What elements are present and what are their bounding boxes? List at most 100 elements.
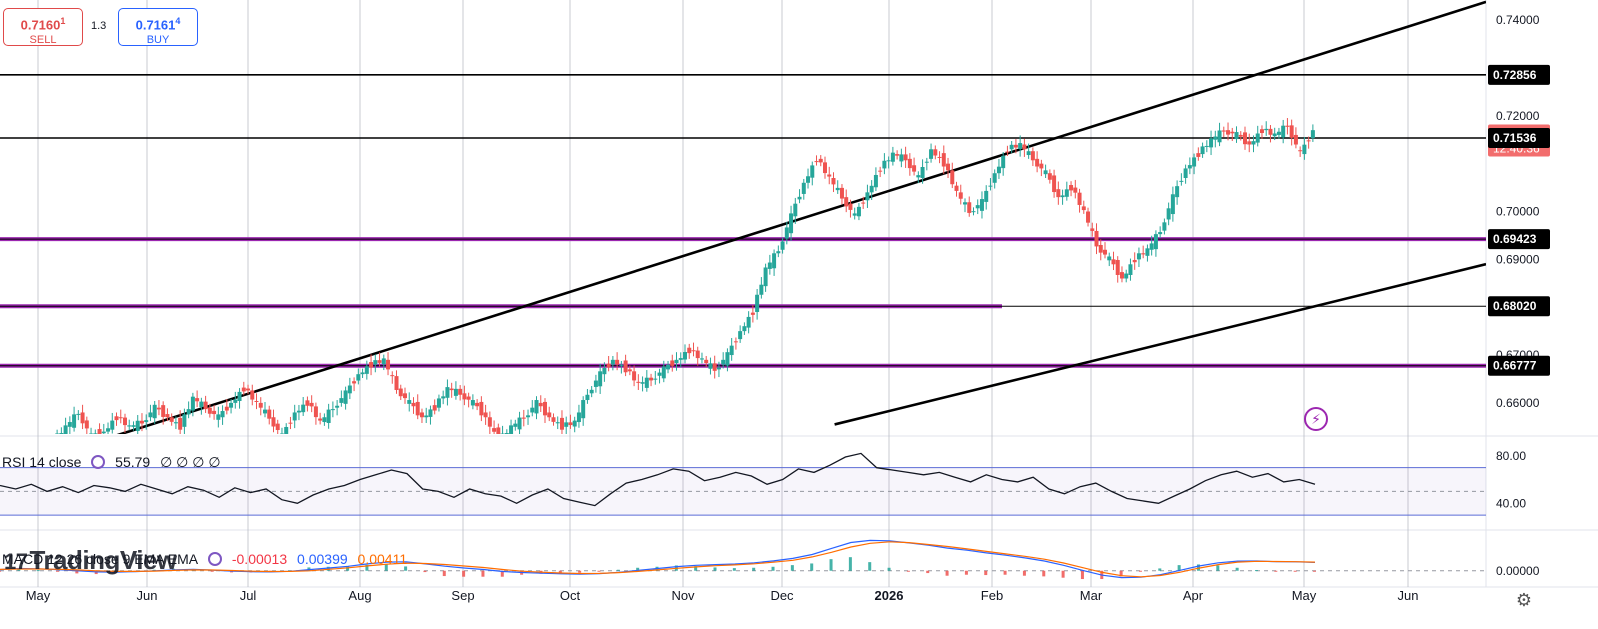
candle-body	[699, 358, 704, 360]
lightning-icon[interactable]: ⚡	[1304, 407, 1328, 431]
candle-body	[509, 425, 514, 434]
candle-body	[598, 371, 603, 387]
candle-body	[292, 412, 297, 421]
candle-body	[123, 417, 127, 426]
macd-histogram-bar	[1235, 567, 1239, 571]
candle-body	[538, 402, 543, 407]
candle-body	[203, 401, 208, 410]
candle-body	[763, 267, 768, 287]
candle-body	[1153, 234, 1158, 250]
candle-body	[1047, 173, 1052, 180]
candle-body	[55, 433, 60, 434]
candle-body	[958, 192, 963, 199]
price-tick-label: 0.69000	[1496, 252, 1540, 266]
rsi-legend[interactable]: RSI 14 close 55.79 ∅ ∅ ∅ ∅	[2, 454, 227, 471]
candle-body	[564, 422, 569, 427]
macd-histogram-bar	[790, 565, 794, 571]
candle-body	[878, 170, 883, 172]
candle-body	[704, 359, 709, 364]
candle-body	[733, 341, 738, 343]
candle-body	[106, 428, 111, 432]
rsi-tick-label: 40.00	[1496, 496, 1526, 510]
candle-body	[555, 422, 560, 424]
candle-body	[250, 390, 255, 400]
candle-body	[386, 359, 391, 370]
candle-body	[789, 213, 794, 234]
gear-icon[interactable]: ⚙	[1515, 590, 1533, 610]
candle-body	[975, 205, 980, 209]
candle-body	[487, 417, 492, 427]
buy-button[interactable]: 0.71614 BUY	[118, 8, 198, 46]
candle-body	[72, 414, 77, 428]
macd-histogram-bar	[1293, 570, 1297, 572]
candle-body	[347, 385, 352, 394]
x-tick-label: Sep	[451, 588, 474, 603]
candle-body	[135, 420, 140, 431]
candle-body	[1119, 272, 1124, 279]
macd-histogram-bar	[848, 557, 852, 571]
macd-histogram-bar	[964, 570, 968, 575]
candle-body	[1306, 140, 1311, 142]
x-tick-label: Jun	[1398, 588, 1419, 603]
candle-body	[1166, 208, 1171, 220]
macd-value: -0.00013	[231, 551, 288, 567]
candle-body	[403, 393, 407, 399]
candle-body	[165, 414, 170, 418]
candle-body	[352, 381, 357, 384]
sell-button[interactable]: 0.71601 SELL	[3, 8, 83, 46]
candle-body	[233, 399, 238, 403]
candle-body	[848, 203, 853, 210]
price-label-box	[1488, 64, 1550, 85]
candle-body	[1013, 144, 1018, 148]
candle-body	[1204, 145, 1209, 147]
candle-body	[76, 413, 81, 415]
indicator-settings-icon[interactable]	[91, 455, 106, 469]
candle-body	[267, 409, 272, 419]
indicator-settings-icon[interactable]	[207, 552, 222, 566]
macd-histogram-bar	[210, 570, 214, 572]
macd-histogram-bar	[636, 567, 640, 571]
candle-body	[330, 409, 335, 411]
candle-body	[1128, 264, 1133, 275]
candle-body	[576, 412, 581, 423]
macd-histogram-bar	[1119, 570, 1123, 577]
candle-body	[1043, 170, 1048, 175]
candle-body	[1230, 131, 1235, 134]
buy-price: 0.7161	[135, 17, 176, 33]
candle-body	[513, 423, 518, 427]
candle-body	[797, 196, 802, 200]
candle-body	[1001, 155, 1006, 169]
candle-body	[971, 211, 976, 213]
candle-body	[1141, 253, 1146, 255]
candle-body	[776, 251, 781, 254]
macd-histogram-bar	[75, 570, 79, 574]
macd-histogram-bar	[0, 570, 1, 572]
candle-body	[767, 262, 772, 269]
candle-body	[1281, 125, 1286, 138]
candle-body	[759, 284, 764, 295]
candle-body	[1298, 150, 1303, 152]
candle-body	[1264, 128, 1269, 131]
macd-histogram-bar	[810, 563, 814, 571]
candle-body	[1107, 256, 1112, 261]
rsi-value: 55.79	[115, 454, 151, 470]
price-label-text: 0.71536	[1493, 131, 1537, 145]
candle-body	[823, 162, 827, 174]
candle-body	[152, 404, 157, 419]
price-label-box	[1488, 296, 1550, 317]
candle-body	[1209, 138, 1214, 148]
histogram-value: 0.00411	[357, 551, 408, 567]
macd-legend[interactable]: MACD 12 26 close 9 EMA EMA -0.00013 0.00…	[2, 551, 413, 567]
candle-body	[844, 197, 849, 207]
candle-body	[343, 390, 348, 404]
candle-body	[326, 409, 331, 423]
rsi-name: RSI 14 close	[2, 454, 82, 470]
candle-body	[1149, 243, 1154, 250]
candle-body	[1310, 130, 1315, 139]
candle-body	[411, 402, 416, 407]
macd-tick-label: 0.00000	[1496, 564, 1540, 578]
candle-body	[988, 185, 993, 187]
candle-body	[1136, 253, 1141, 260]
candle-body	[755, 294, 760, 312]
